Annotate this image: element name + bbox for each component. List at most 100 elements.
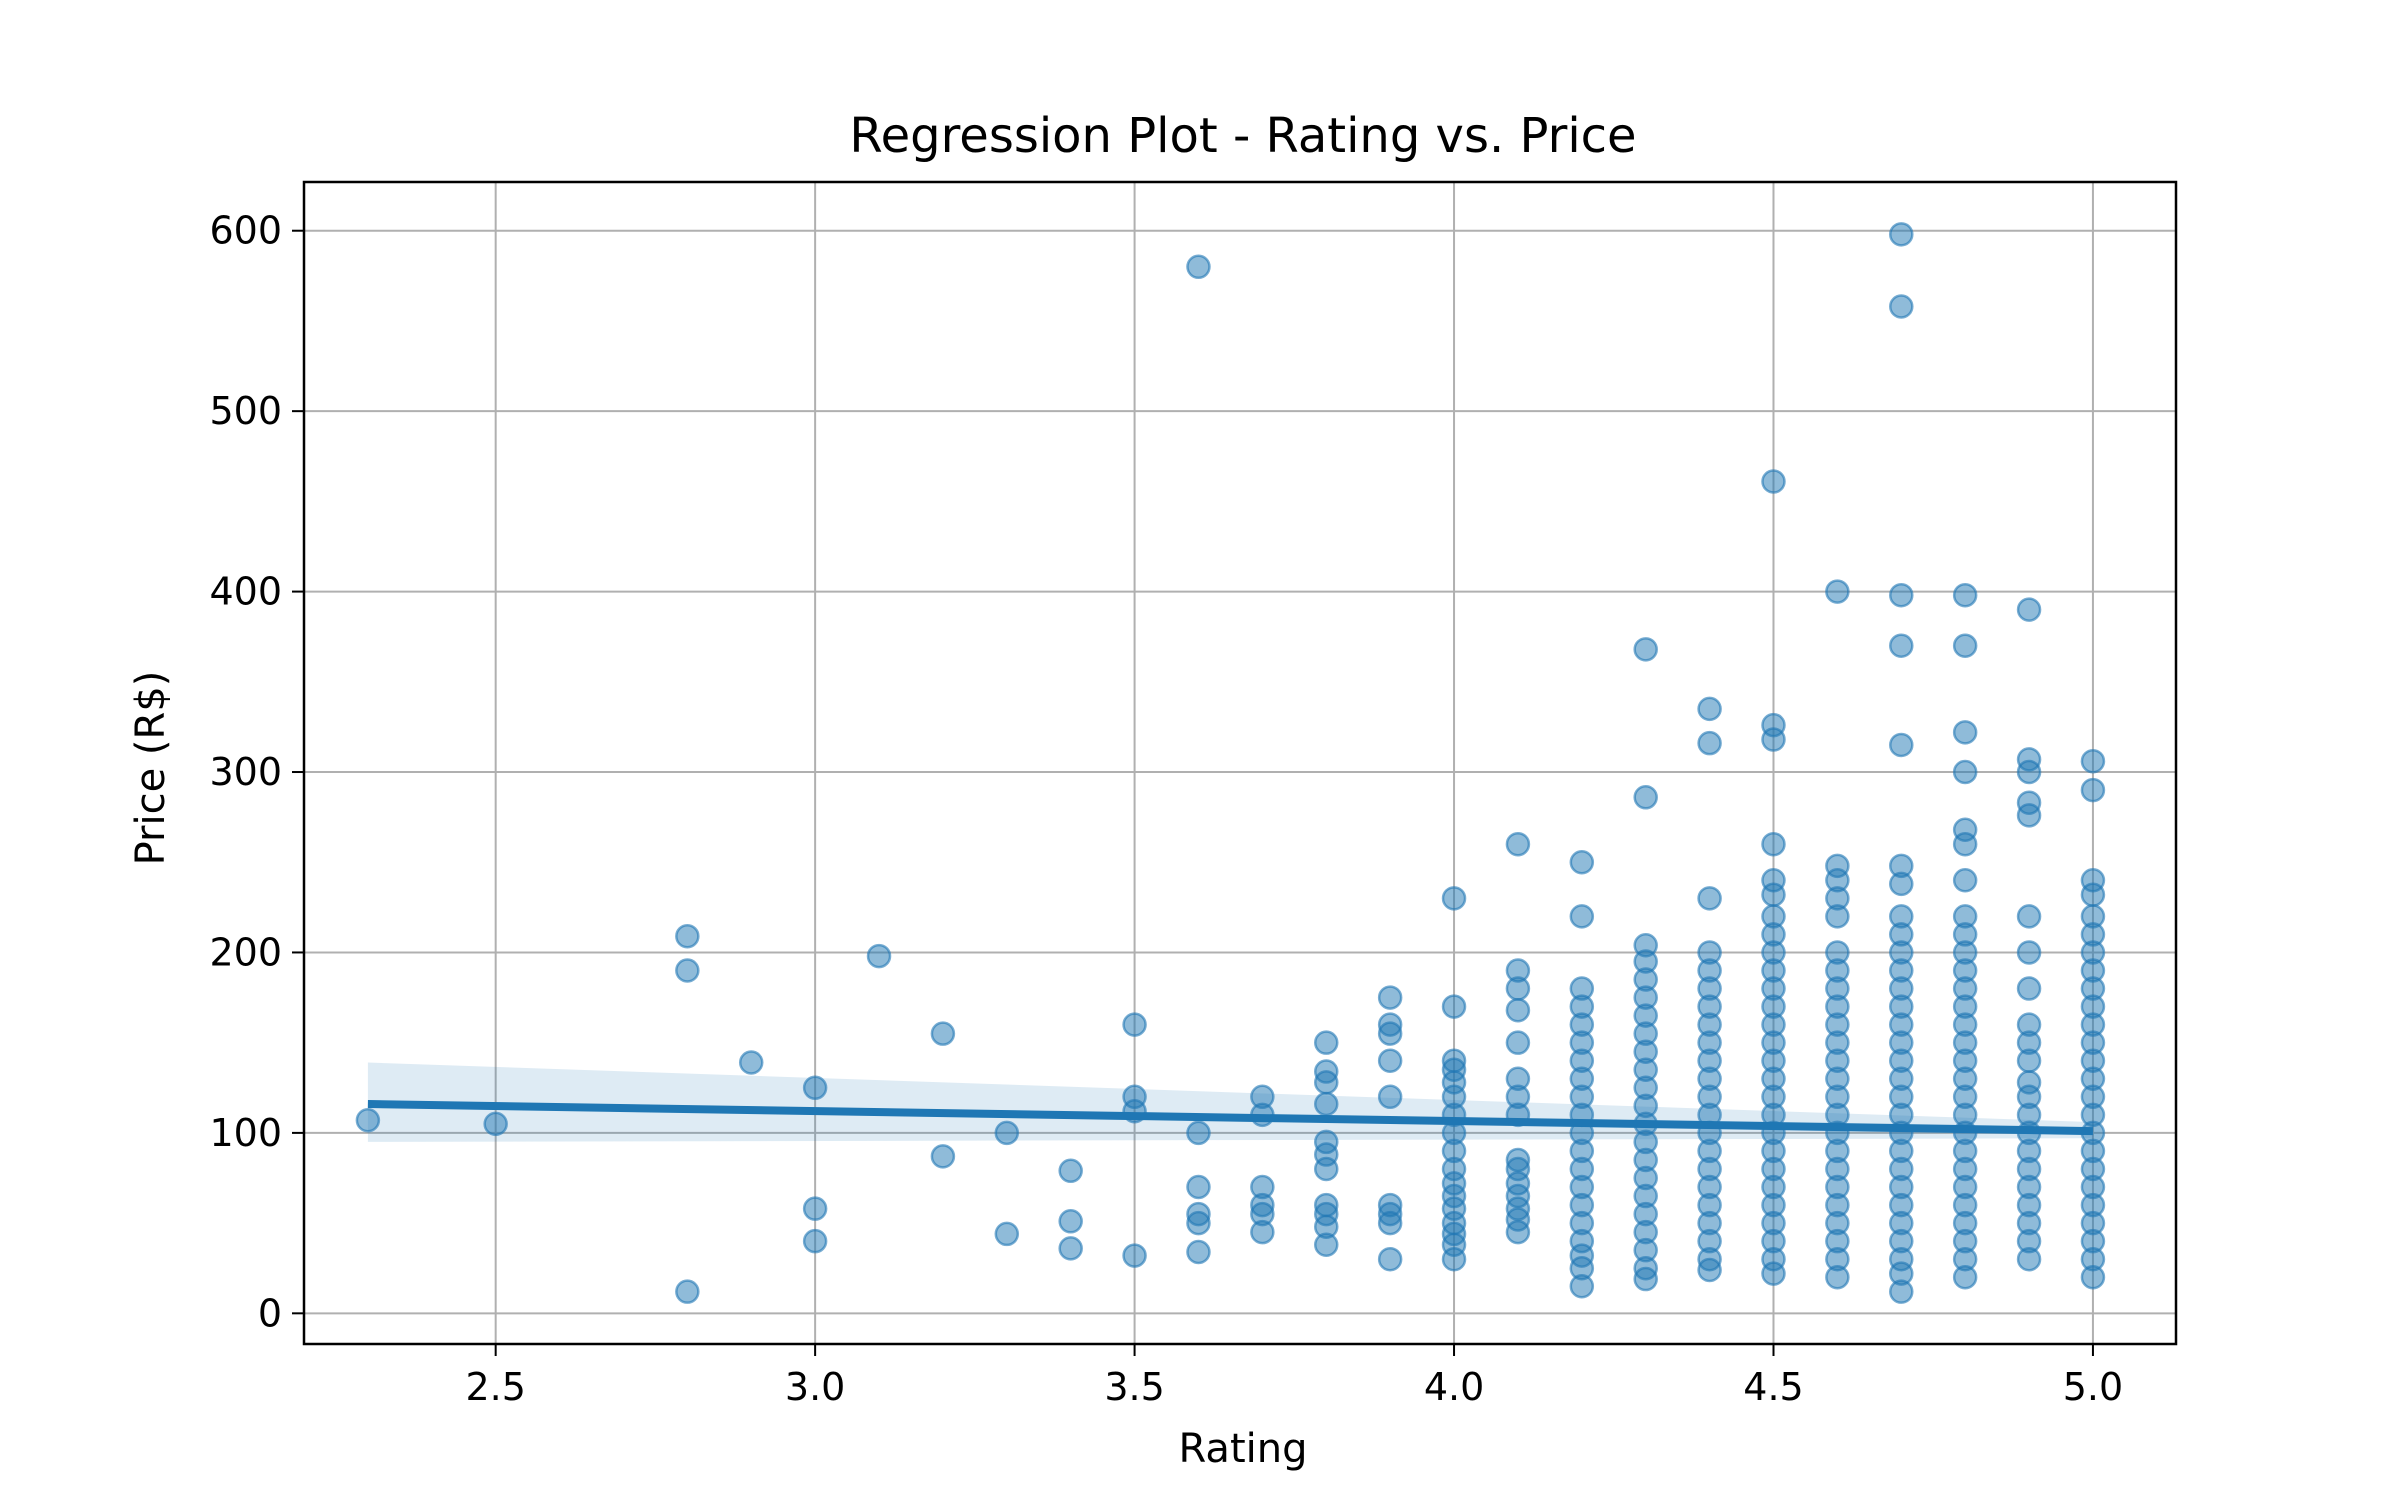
data-point (1569, 849, 1595, 875)
regression-line-group (367, 1100, 2094, 1136)
y-tick-label: 200 (209, 930, 282, 974)
x-tick-label: 2.5 (465, 1365, 525, 1409)
data-point (1505, 976, 1531, 1001)
x-axis-label: Rating (1179, 1426, 1308, 1472)
data-point (802, 1196, 828, 1221)
data-point (1505, 997, 1531, 1023)
y-tick-label: 500 (209, 389, 282, 433)
data-point (1633, 637, 1658, 662)
y-tick-label: 400 (209, 570, 282, 614)
data-point (1825, 1264, 1850, 1290)
data-point (1314, 1070, 1339, 1095)
data-point (1122, 1012, 1147, 1037)
data-point (994, 1221, 1020, 1247)
data-point (1825, 579, 1850, 604)
chart-title: Regression Plot - Rating vs. Price (849, 108, 1636, 164)
data-point (1377, 1084, 1403, 1110)
data-point (1697, 696, 1722, 722)
data-point (2080, 748, 2106, 774)
data-point (2080, 777, 2106, 803)
data-point (1505, 1030, 1531, 1055)
data-point (1952, 633, 1978, 658)
data-point (2016, 904, 2042, 929)
data-point (1441, 886, 1467, 911)
data-point (1952, 582, 1978, 608)
data-point (1697, 886, 1722, 911)
x-tick-label: 3.5 (1104, 1365, 1164, 1409)
data-point (355, 1108, 381, 1133)
data-point (1441, 994, 1467, 1019)
y-axis-label: Price (R$) (128, 671, 174, 866)
data-point (2016, 759, 2042, 785)
data-point (1058, 1209, 1083, 1234)
data-point (930, 1144, 956, 1169)
data-point (1889, 222, 1914, 247)
data-point (1377, 1210, 1403, 1236)
data-point (675, 1279, 700, 1304)
data-point (1889, 871, 1914, 897)
data-point (1761, 882, 1786, 907)
data-point (1633, 785, 1658, 810)
data-point (1186, 1174, 1211, 1200)
data-point (1952, 868, 1978, 893)
data-point (1952, 1264, 1978, 1290)
data-point (1058, 1236, 1083, 1261)
data-point (1825, 904, 1850, 929)
data-point (1314, 1156, 1339, 1182)
data-point (994, 1120, 1020, 1146)
data-point (1505, 831, 1531, 857)
data-point (1952, 831, 1978, 857)
scatter-points (355, 222, 2106, 1304)
y-tick-label: 600 (209, 209, 282, 253)
data-point (1889, 582, 1914, 608)
x-tick-label: 4.5 (1743, 1365, 1803, 1409)
data-point (1889, 633, 1914, 658)
data-point (2080, 1264, 2106, 1290)
data-point (483, 1111, 508, 1137)
data-point (1761, 727, 1786, 752)
data-point (1186, 1210, 1211, 1236)
data-point (2080, 882, 2106, 907)
data-point (2016, 803, 2042, 828)
data-point (1441, 1246, 1467, 1272)
data-point (802, 1228, 828, 1254)
data-point (1505, 1219, 1531, 1245)
data-point (675, 958, 700, 983)
y-tick-label: 300 (209, 750, 282, 794)
data-point (1952, 720, 1978, 745)
data-point (1761, 469, 1786, 494)
data-point (2016, 1246, 2042, 1272)
x-tick-label: 3.0 (785, 1365, 845, 1409)
data-point (2016, 1048, 2042, 1073)
y-tick-label: 100 (209, 1111, 282, 1155)
data-point (1761, 1261, 1786, 1286)
data-point (1697, 730, 1722, 756)
data-point (1952, 759, 1978, 785)
data-point (1889, 1279, 1914, 1304)
data-point (1377, 1048, 1403, 1073)
data-point (1314, 1232, 1339, 1258)
plot-frame (302, 180, 2178, 1346)
data-point (1889, 294, 1914, 319)
data-point (1314, 1091, 1339, 1117)
data-point (1186, 254, 1211, 280)
data-point (1250, 1219, 1275, 1245)
y-tick-label: 0 (258, 1291, 282, 1335)
data-point (1889, 732, 1914, 758)
data-point (675, 923, 700, 949)
regression-line (367, 1100, 2094, 1136)
x-tick-label: 4.0 (1424, 1365, 1484, 1409)
data-point (1761, 831, 1786, 857)
data-point (1377, 985, 1403, 1010)
data-point (1314, 1030, 1339, 1055)
x-axis-ticks: 2.5 3.0 3.5 4.0 4.5 5.0 (465, 1344, 2123, 1409)
data-point (1377, 1246, 1403, 1272)
data-point (1697, 1257, 1722, 1283)
data-point (2016, 940, 2042, 965)
data-point (930, 1021, 956, 1046)
data-point (1569, 1274, 1595, 1299)
data-point (1186, 1239, 1211, 1265)
